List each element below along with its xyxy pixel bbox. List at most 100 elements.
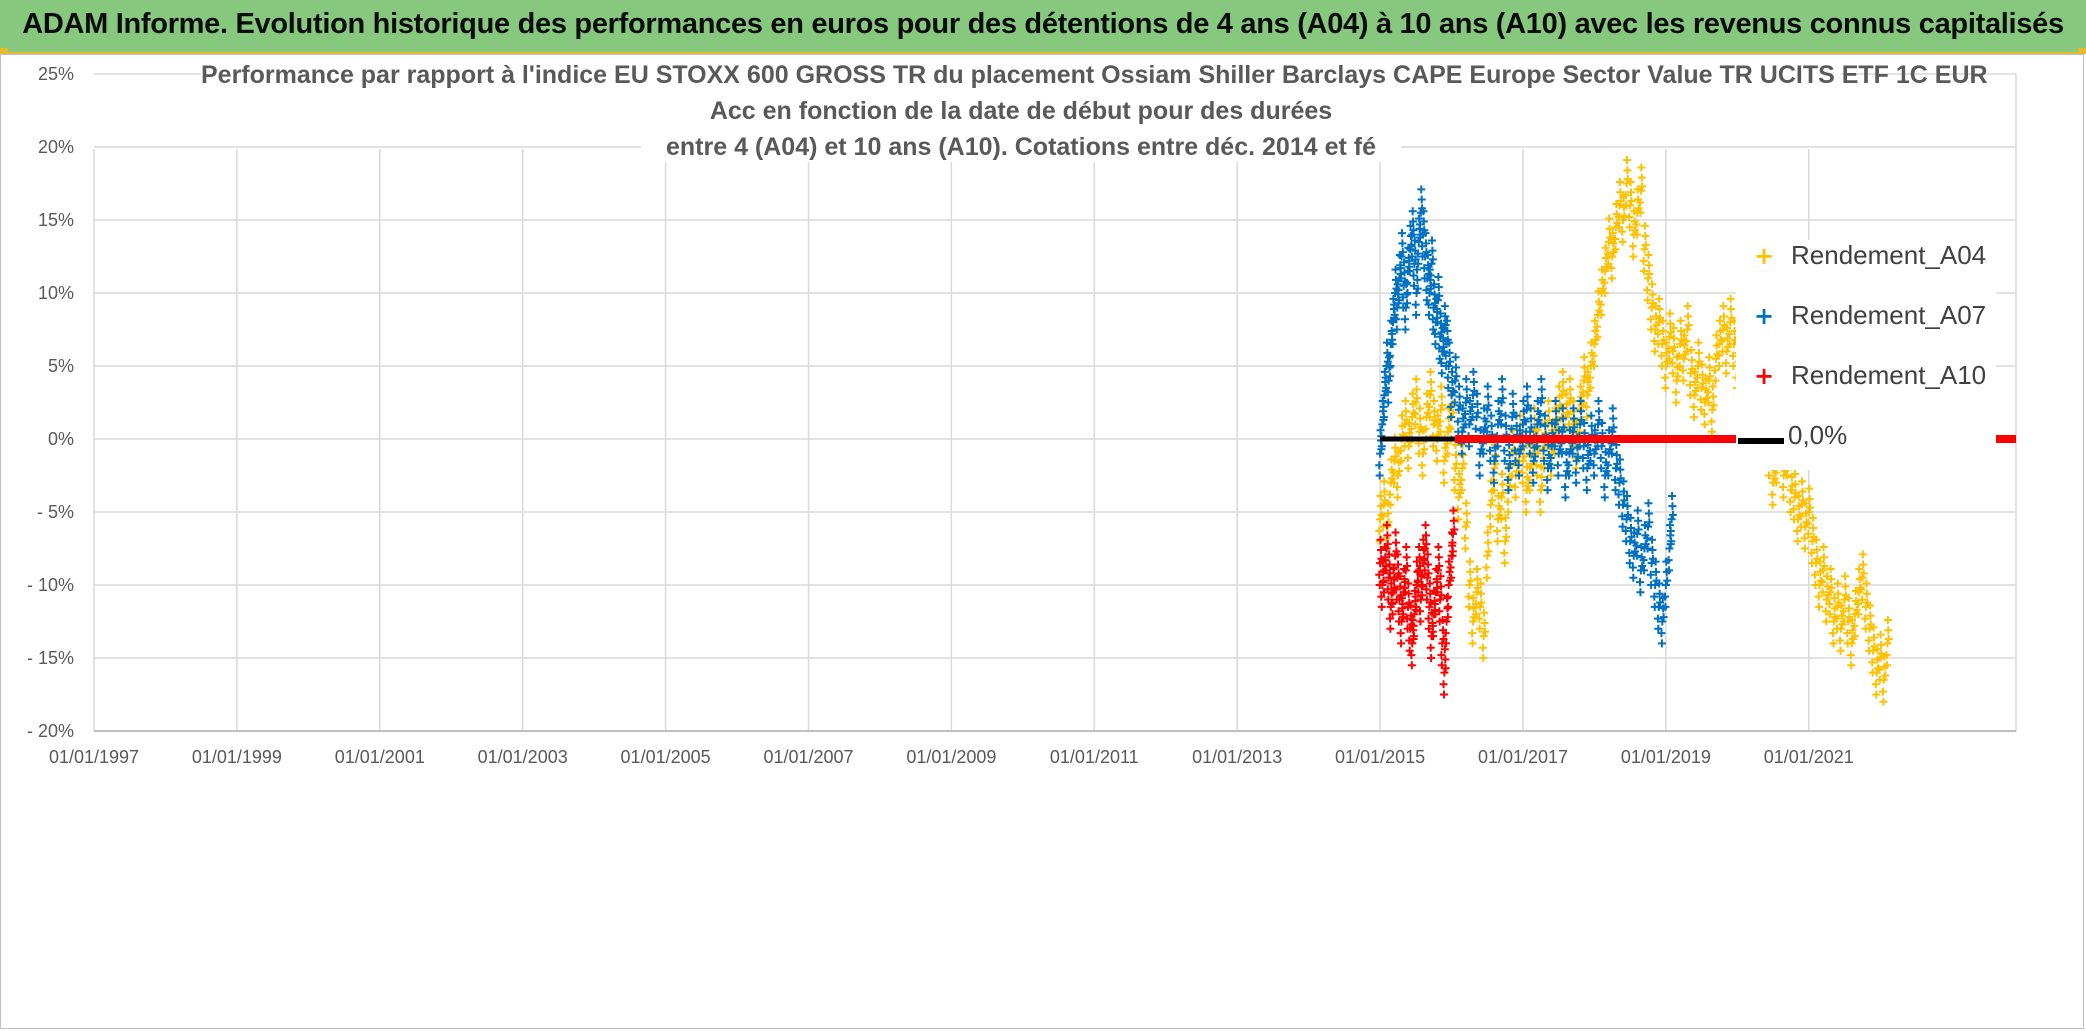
data-point	[1447, 573, 1456, 582]
data-point	[1407, 651, 1416, 660]
data-point	[1645, 270, 1654, 279]
data-point	[1376, 535, 1385, 544]
data-point	[1457, 486, 1466, 495]
data-point	[1682, 337, 1691, 346]
data-point	[1679, 354, 1688, 363]
data-point	[1723, 324, 1732, 333]
data-point	[1414, 259, 1423, 268]
data-point	[1384, 398, 1393, 407]
data-point	[1401, 397, 1410, 406]
data-point	[1417, 185, 1426, 194]
data-point	[1676, 316, 1685, 325]
data-point	[1482, 417, 1491, 426]
data-point	[1595, 306, 1604, 315]
data-point	[1861, 602, 1870, 611]
data-point	[1803, 519, 1812, 528]
data-point	[1821, 607, 1830, 616]
data-point	[1643, 534, 1652, 543]
data-point	[1840, 572, 1849, 581]
data-point	[1662, 348, 1671, 357]
data-point	[1457, 449, 1466, 458]
data-point	[1443, 373, 1452, 382]
data-point	[1663, 576, 1672, 585]
data-point	[1536, 486, 1545, 495]
data-point	[1480, 618, 1489, 627]
data-point	[1606, 445, 1615, 454]
data-point	[1418, 449, 1427, 458]
data-point	[1500, 456, 1509, 465]
data-point	[1487, 411, 1496, 420]
data-point	[1411, 300, 1420, 309]
data-point	[1459, 414, 1468, 423]
data-point	[1493, 526, 1502, 535]
data-point	[1852, 605, 1861, 614]
data-point	[1559, 414, 1568, 423]
data-point	[1722, 347, 1731, 356]
data-point	[1634, 204, 1643, 213]
data-point	[1641, 240, 1650, 249]
data-point	[1497, 398, 1506, 407]
data-point	[1568, 449, 1577, 458]
data-point	[1653, 329, 1662, 338]
data-point	[1514, 461, 1523, 470]
data-point	[1391, 265, 1400, 274]
data-point	[1553, 461, 1562, 470]
data-point	[1847, 639, 1856, 648]
data-point	[1538, 481, 1547, 490]
data-point	[1669, 334, 1678, 343]
data-point	[1665, 566, 1674, 575]
data-point	[1709, 392, 1718, 401]
data-point	[1672, 376, 1681, 385]
data-point	[1640, 245, 1649, 254]
data-point	[1425, 602, 1434, 611]
data-point	[1572, 456, 1581, 465]
data-point	[1651, 325, 1660, 334]
data-point	[1716, 335, 1725, 344]
data-point	[1402, 543, 1411, 552]
data-point	[1423, 408, 1432, 417]
x-tick-label: 01/01/2019	[1621, 747, 1711, 767]
data-point	[1379, 402, 1388, 411]
data-point	[1644, 499, 1653, 508]
data-point	[1425, 289, 1434, 297]
data-point	[1623, 491, 1632, 500]
data-point	[1429, 420, 1438, 429]
data-point	[1816, 576, 1825, 585]
data-point	[1405, 429, 1414, 438]
data-point	[1594, 397, 1603, 406]
data-point	[1559, 423, 1568, 432]
data-point	[1537, 375, 1546, 384]
data-point	[1397, 639, 1406, 648]
data-point	[1440, 645, 1449, 654]
data-point	[1390, 310, 1399, 319]
data-point	[1497, 493, 1506, 502]
data-point	[1415, 553, 1424, 562]
data-point	[1697, 383, 1706, 392]
data-point	[1476, 589, 1485, 598]
data-point	[1551, 420, 1560, 429]
data-point	[1655, 305, 1664, 314]
data-point	[1656, 598, 1665, 607]
data-point	[1466, 576, 1475, 585]
data-point	[1591, 326, 1600, 335]
data-point	[1664, 344, 1673, 353]
data-point	[1607, 449, 1616, 458]
data-point	[1628, 563, 1637, 572]
data-point	[1426, 643, 1435, 652]
data-point	[1462, 375, 1471, 384]
data-point	[1837, 611, 1846, 620]
data-point	[1590, 471, 1599, 480]
data-point	[1433, 578, 1442, 587]
data-point	[1804, 508, 1813, 516]
data-point	[1472, 588, 1481, 597]
data-point	[1684, 312, 1693, 321]
data-point	[1445, 567, 1454, 576]
data-point	[1526, 404, 1535, 413]
data-point	[1475, 614, 1484, 623]
data-point	[1469, 367, 1478, 376]
data-point	[1391, 443, 1400, 452]
data-point	[1846, 651, 1855, 660]
data-point	[1483, 551, 1492, 560]
data-point	[1580, 363, 1589, 372]
data-point	[1655, 589, 1664, 598]
